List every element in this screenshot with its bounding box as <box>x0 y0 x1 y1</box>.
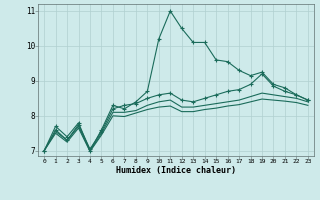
X-axis label: Humidex (Indice chaleur): Humidex (Indice chaleur) <box>116 166 236 175</box>
